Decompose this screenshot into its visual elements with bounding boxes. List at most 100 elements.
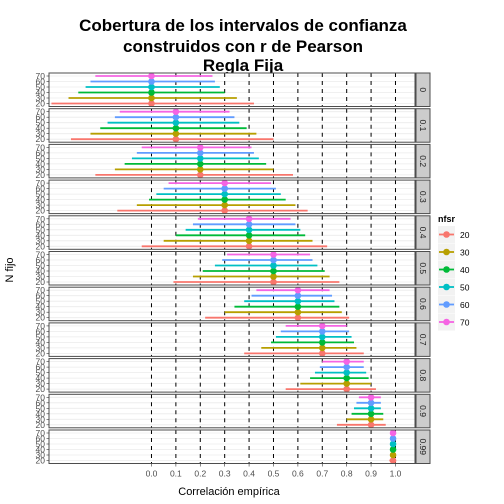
legend-key-point [443,283,450,291]
legend-key-point [443,301,450,308]
y-tick-label: 30 [36,414,46,424]
y-tick-label: 40 [36,123,46,133]
y-tick-label: 30 [36,164,46,174]
strip-label-0.7: 0.7 [418,334,428,346]
strip-label-0.1: 0.1 [418,120,428,132]
y-tick-label: 20 [36,277,46,287]
strip-0.4 [415,215,431,250]
strip-label-0.99: 0.99 [418,438,428,455]
legend-item-40: 40 [438,261,470,278]
panel-background [49,73,415,107]
point-0.2-n50 [196,155,204,162]
y-tick-label: 40 [36,302,46,312]
panel-border [48,143,416,179]
x-tick-label: 0.3 [219,469,231,479]
y-tick-label: 40 [36,230,46,240]
strip-0.3 [415,179,431,215]
y-tick-label: 50 [36,296,46,306]
y-tick-label: 50 [36,368,46,378]
y-tick-label: 70 [36,357,46,367]
strip-0 [415,72,431,107]
strip-label-0.8: 0.8 [418,369,428,381]
point-0.8-n20 [343,385,350,393]
y-tick-label: 40 [36,445,46,455]
legend-label: 40 [460,265,470,275]
panel-background [49,322,415,357]
y-tick-label: 40 [36,373,46,383]
point-0.4-n40 [245,232,253,239]
y-tick-label: 20 [36,206,46,216]
x-tick-label: 0.8 [341,469,353,479]
strip-0.5 [415,251,431,286]
point-0.3-n40 [221,196,228,203]
panel-border [48,72,416,107]
y-tick-label: 40 [36,195,46,205]
panel-background [49,358,415,393]
point-0-n30 [148,94,155,102]
point-0.9-n20 [367,421,375,429]
y-tick-label: 20 [36,99,46,109]
legend-label: 50 [460,283,470,293]
y-tick-label: 20 [36,348,46,358]
chart-title-line-2: construidos con r de Pearson [123,37,363,56]
legend-item-30: 30 [438,243,470,261]
y-tick-label: 70 [36,392,46,402]
point-0.7-n40 [318,339,326,346]
y-tick-label: 50 [36,189,46,199]
point-0.2-n40 [196,160,204,168]
point-0.9-n40 [367,410,375,418]
panel-background [49,287,415,321]
strip-label-0: 0 [418,87,428,92]
point-0.5-n60 [270,256,277,264]
y-tick-label: 70 [36,142,46,152]
point-0.2-n30 [196,166,204,173]
y-tick-label: 50 [36,118,46,128]
point-0.4-n70 [245,215,253,223]
strip-0.2 [415,143,431,179]
point-0.6-n20 [294,314,302,322]
y-tick-label: 50 [36,261,46,271]
point-0.3-n30 [221,201,228,209]
panel-background [49,394,415,428]
panel-border [48,251,416,286]
point-0.1-n20 [172,135,180,143]
legend-label: 60 [460,300,470,310]
point-0.9-n30 [367,416,375,423]
strip-0.8 [415,358,431,393]
point-0.99-n50 [389,440,397,448]
panel-background [49,108,415,143]
panel-border [48,286,416,322]
y-tick-label: 30 [36,129,46,139]
point-0.4-n50 [245,226,253,234]
point-0.1-n30 [172,130,180,137]
legend-item-60: 60 [438,296,470,313]
legend-item-20: 20 [438,226,470,243]
y-tick-label: 40 [36,266,46,276]
legend: nfsr 20 30 40 50 60 70 [438,214,470,331]
chart-title-line-3: Regla Fija [203,56,284,75]
point-0.3-n60 [221,185,228,192]
panel-border [48,179,416,215]
y-tick-label: 40 [36,409,46,419]
strip-0.7 [415,322,431,357]
y-tick-label: 60 [36,77,46,87]
legend-label: 30 [460,248,470,258]
y-tick-label: 30 [36,93,46,103]
panel-border [48,429,416,464]
legend-title: nfsr [438,214,456,224]
strip-0.6 [415,286,431,322]
point-0.99-n30 [389,451,397,459]
y-tick-label: 70 [36,214,46,224]
y-tick-label: 30 [36,236,46,246]
y-tick-label: 60 [36,112,46,122]
point-0.7-n70 [318,322,326,330]
point-0.1-n50 [172,119,180,126]
y-tick-label: 20 [36,384,46,394]
point-0.8-n70 [343,358,350,365]
point-0.7-n30 [318,344,326,352]
